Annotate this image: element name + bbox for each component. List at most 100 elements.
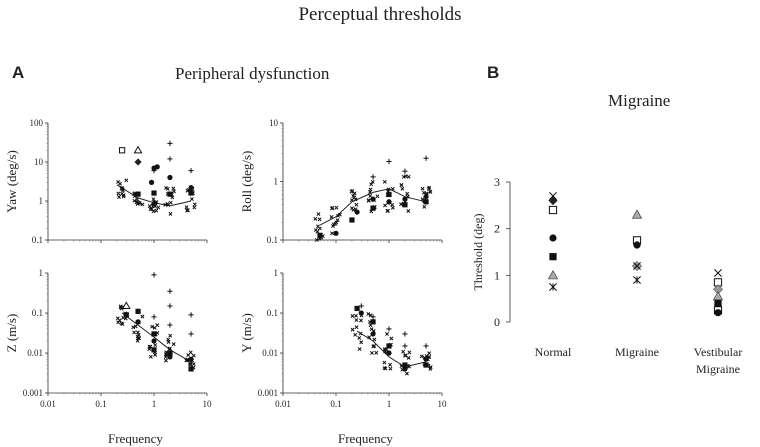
y-cross-point — [403, 353, 408, 358]
z-cross-point-b — [184, 358, 189, 363]
yaw-cross-point — [168, 211, 173, 216]
z-cross-point-b — [148, 354, 153, 359]
roll-cross-point-b — [368, 187, 373, 192]
y-point-circle — [423, 356, 429, 362]
migraine-category-label: Migraine — [615, 345, 659, 359]
panel-b-letter: B — [487, 63, 500, 82]
z-point-circle-shape — [167, 354, 173, 360]
panel-a-title: Peripheral dysfunction — [175, 64, 330, 83]
yaw-cross-point-b — [116, 180, 121, 184]
migraine-point-circle-shape — [633, 241, 641, 249]
y-cross-point-b — [389, 336, 394, 341]
roll-cross-point-b — [317, 217, 322, 222]
roll-cross-point-b — [390, 202, 395, 207]
z-cross-point — [131, 325, 136, 330]
y-point-plus — [402, 343, 408, 349]
yaw-cross-point — [184, 205, 189, 210]
yaw-cross-point — [121, 193, 126, 198]
z-point-square-shape — [151, 347, 157, 353]
z-cross-point-b — [147, 347, 152, 352]
y-cross-point — [374, 350, 379, 355]
yaw-cross-point — [135, 201, 140, 206]
z-cross-point — [152, 325, 157, 330]
y-ytick-label: 0.1 — [267, 308, 278, 318]
roll-cross-point — [369, 182, 374, 187]
y-cross-point-b — [419, 354, 424, 359]
z-cross-point — [188, 362, 193, 367]
roll-cross-point — [354, 202, 359, 207]
z-cross-point — [120, 322, 125, 326]
migraine-point-circle — [549, 234, 557, 242]
roll-cross-point — [386, 187, 391, 192]
y-cross-point-b — [382, 360, 387, 365]
roll-ytick-label: 10 — [269, 118, 279, 128]
y-xtick-label: 0.1 — [330, 399, 341, 409]
roll-cross-point-b — [382, 179, 387, 184]
z-cross-point-b — [148, 344, 153, 349]
y-cross-point — [369, 350, 374, 355]
z-xtick-label: 0.1 — [95, 399, 106, 409]
z-point-circle-shape — [188, 356, 194, 362]
y-ytick-label: 1 — [274, 268, 279, 278]
yaw-point-plus — [188, 168, 194, 174]
z-point-square-shape — [167, 350, 173, 356]
yaw-point-square-shape — [135, 191, 141, 197]
roll-cross-point-b — [313, 216, 318, 221]
figure-title: Perceptual thresholds — [298, 4, 462, 25]
migraine-point-diamond — [548, 196, 558, 206]
roll-cross-point — [368, 193, 373, 198]
y-point-square — [423, 362, 429, 368]
roll-cross-point — [375, 194, 380, 199]
yaw-cross-point — [116, 191, 121, 196]
z-cross-point — [166, 340, 171, 344]
y-cross-point-b — [382, 347, 387, 352]
z-ylabel: Z (m/s) — [4, 314, 19, 353]
z-point-circle — [188, 356, 194, 362]
yaw-point-circle — [188, 185, 194, 191]
y-cross-point-b — [353, 332, 358, 337]
y-cross-point — [354, 318, 359, 322]
roll-cross-point — [317, 226, 322, 231]
roll-point-square — [402, 202, 408, 208]
roll-cross-point — [313, 216, 318, 221]
migraine-point-square — [549, 253, 557, 261]
yaw-cross-point — [135, 197, 140, 202]
y-point-square — [370, 319, 376, 325]
yaw-cross-point — [192, 202, 197, 207]
migraine-point-x-b — [714, 269, 722, 277]
yaw-point-square-shape — [188, 190, 194, 196]
roll-cross-point-b — [316, 212, 321, 216]
y-cross-point — [367, 335, 372, 340]
z-cross-point-b — [152, 325, 157, 330]
yaw-point-square-open — [118, 147, 126, 154]
yaw-cross-point — [149, 206, 154, 211]
z-cross-point — [153, 343, 158, 348]
z-point-plus — [151, 314, 157, 320]
y-point-square — [386, 343, 392, 349]
z-cross-point-b — [120, 322, 125, 326]
roll-point-circle — [386, 199, 392, 205]
roll-cross-point-b — [368, 193, 373, 198]
z-cross-point — [150, 324, 155, 329]
z-point-square-shape — [188, 366, 194, 372]
z-cross-point — [164, 350, 169, 355]
roll-cross-point — [350, 188, 355, 193]
yaw-cross-point-b — [151, 197, 156, 202]
z-cross-point — [137, 336, 142, 341]
panel-b-title: Migraine — [608, 91, 671, 110]
z-xtick-label: 0.01 — [40, 399, 56, 409]
y-point-plus — [386, 326, 392, 332]
y-point-square — [402, 362, 408, 368]
roll-cross-point-b — [337, 212, 342, 217]
yaw-cross-point — [189, 197, 194, 202]
z-cross-point — [171, 342, 176, 347]
z-ytick-label: 0.01 — [27, 348, 43, 358]
z-point-square-shape — [123, 312, 129, 318]
yaw-cross-point-b — [118, 181, 122, 186]
migraine-point-circle-shape — [714, 309, 722, 317]
z-point-square — [167, 350, 173, 356]
z-cross-point — [135, 338, 140, 343]
roll-point-circle-shape — [402, 196, 408, 202]
y-cross-point-b — [428, 365, 433, 370]
z-point-plus — [188, 331, 194, 337]
